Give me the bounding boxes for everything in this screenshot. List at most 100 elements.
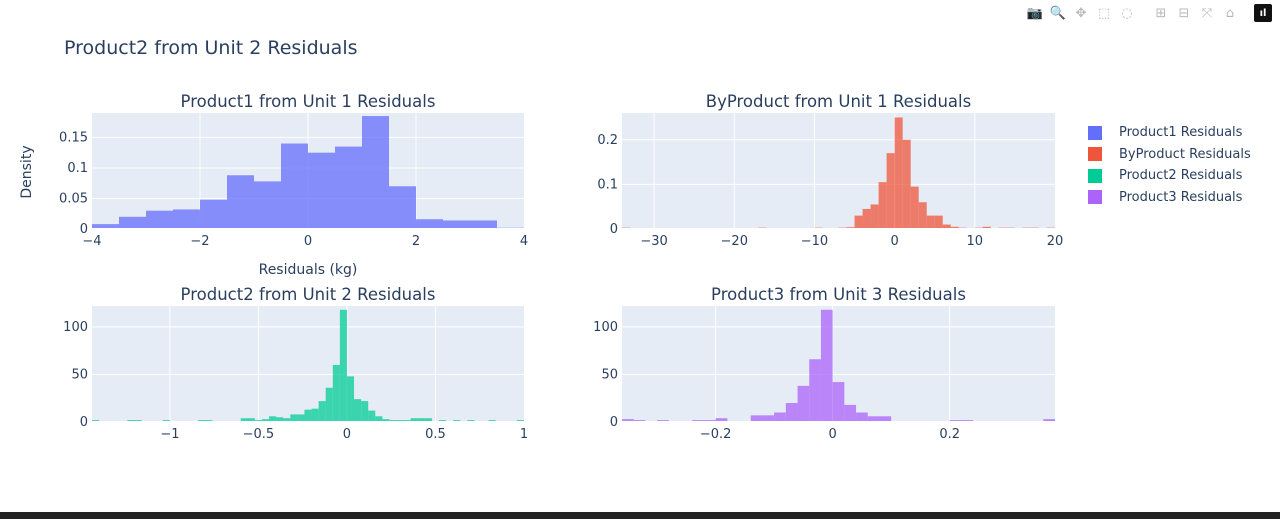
x-tick-label: −4 xyxy=(82,234,101,249)
histogram-bar[interactable] xyxy=(910,186,919,229)
reset-axes-button[interactable]: ⌂ xyxy=(1225,5,1235,21)
download-plot-button[interactable]: 📷 xyxy=(1026,5,1044,21)
histogram-bar[interactable] xyxy=(820,309,833,422)
box-select-button[interactable]: ⬚ xyxy=(1097,5,1111,21)
y-tick-label: 0.1 xyxy=(67,161,88,176)
histogram-bar[interactable] xyxy=(942,224,951,229)
histogram-bar[interactable] xyxy=(879,416,892,422)
histogram-bar[interactable] xyxy=(119,216,146,229)
histogram-bar[interactable] xyxy=(283,418,291,422)
histogram-bar[interactable] xyxy=(886,153,895,229)
plot-area[interactable] xyxy=(92,306,524,422)
histogram-bar[interactable] xyxy=(870,204,879,229)
legend-item[interactable]: Product1 Residuals xyxy=(1088,122,1251,144)
zoom-out-button[interactable]: ⊟ xyxy=(1178,5,1190,21)
legend-swatch xyxy=(1088,125,1102,140)
histogram-bar[interactable] xyxy=(389,186,416,229)
byproduct-subplot-title: ByProduct from Unit 1 Residuals xyxy=(706,92,971,111)
histogram-bar[interactable] xyxy=(774,412,786,422)
histogram-bar[interactable] xyxy=(311,408,319,422)
zoom-in-button[interactable]: ⊞ xyxy=(1155,5,1167,21)
product3-subplot-title: Product3 from Unit 3 Residuals xyxy=(711,285,966,304)
legend-label: Product2 Residuals xyxy=(1119,168,1243,184)
histogram-bar[interactable] xyxy=(950,226,959,229)
histogram-bar[interactable] xyxy=(335,146,362,229)
histogram-bar[interactable] xyxy=(854,215,863,229)
histogram-bar[interactable] xyxy=(276,417,284,422)
histogram-bar[interactable] xyxy=(382,419,390,422)
histogram-bar[interactable] xyxy=(982,226,991,229)
histogram-bar[interactable] xyxy=(862,208,871,229)
histogram-bar[interactable] xyxy=(254,181,281,229)
legend-item[interactable]: Product3 Residuals xyxy=(1088,187,1251,209)
histogram-bar[interactable] xyxy=(785,402,798,422)
histogram-bar[interactable] xyxy=(934,215,943,229)
histogram-bar[interactable] xyxy=(417,418,425,422)
histogram-bar[interactable] xyxy=(227,175,254,229)
histogram-bar[interactable] xyxy=(878,182,887,229)
autoscale-button[interactable]: ⤧ xyxy=(1201,5,1213,21)
histogram-bar[interactable] xyxy=(354,399,362,422)
histogram-bar[interactable] xyxy=(240,418,255,422)
histogram-bar[interactable] xyxy=(902,139,911,229)
histogram-bar[interactable] xyxy=(362,116,389,229)
histogram-bar[interactable] xyxy=(715,418,728,422)
histogram-bar[interactable] xyxy=(368,410,376,422)
y-tick-label: 0 xyxy=(80,222,88,237)
histogram-bar[interactable] xyxy=(281,143,308,229)
histogram-bar[interactable] xyxy=(346,376,355,422)
histogram-bar[interactable] xyxy=(867,416,880,422)
x-tick-label: 0.5 xyxy=(425,427,446,442)
histogram-bar[interactable] xyxy=(269,416,277,422)
x-tick-label: 10 xyxy=(967,234,984,249)
histogram-bar[interactable] xyxy=(318,401,326,422)
histogram-bar[interactable] xyxy=(443,220,470,229)
histogram-bar[interactable] xyxy=(809,359,821,422)
histogram-bar[interactable] xyxy=(470,220,497,229)
histogram-bar[interactable] xyxy=(622,419,634,422)
histogram-bar[interactable] xyxy=(416,219,443,229)
histogram-bar[interactable] xyxy=(762,415,775,422)
histogram-bar[interactable] xyxy=(750,415,763,422)
page-title: Product2 from Unit 2 Residuals xyxy=(64,37,358,59)
x-tick-label: −10 xyxy=(801,234,828,249)
histogram-bar[interactable] xyxy=(173,209,200,229)
histogram-bar[interactable] xyxy=(339,309,347,422)
histogram-bar[interactable] xyxy=(261,419,270,422)
histogram-bar[interactable] xyxy=(844,404,857,422)
y-tick-label: 0 xyxy=(610,415,618,430)
histogram-bar[interactable] xyxy=(92,224,119,229)
legend-item[interactable]: ByProduct Residuals xyxy=(1088,144,1251,166)
histogram-bar[interactable] xyxy=(375,416,383,422)
histogram-bar[interactable] xyxy=(325,387,333,422)
x-tick-label: 0 xyxy=(890,234,898,249)
histogram-bar[interactable] xyxy=(361,401,369,422)
pan-button[interactable]: ✥ xyxy=(1075,5,1087,21)
zoom-button[interactable]: 🔍 xyxy=(1049,5,1067,21)
histogram-bar[interactable] xyxy=(1043,419,1055,422)
plotly-logo-icon[interactable]: ıl xyxy=(1254,4,1272,22)
lasso-select-button[interactable]: ◌ xyxy=(1121,5,1133,21)
histogram-bar[interactable] xyxy=(797,385,810,422)
plot-area[interactable] xyxy=(622,113,1055,229)
histogram-bar[interactable] xyxy=(297,414,305,422)
histogram-bar[interactable] xyxy=(894,117,903,229)
histogram-bar[interactable] xyxy=(200,199,227,229)
histogram-bar[interactable] xyxy=(308,152,335,229)
histogram-bar[interactable] xyxy=(410,418,418,422)
x-tick-label: −2 xyxy=(190,234,209,249)
y-tick-label: 0.2 xyxy=(597,133,618,148)
histogram-bar[interactable] xyxy=(856,412,868,422)
legend-label: Product3 Residuals xyxy=(1119,189,1243,205)
histogram-bar[interactable] xyxy=(304,409,312,422)
histogram-bar[interactable] xyxy=(424,418,432,422)
y-tick-label: 50 xyxy=(71,367,88,382)
histogram-bar[interactable] xyxy=(290,414,298,422)
histogram-bar[interactable] xyxy=(332,364,340,422)
histogram-bar[interactable] xyxy=(926,215,935,229)
histogram-bar[interactable] xyxy=(918,202,927,229)
histogram-bar[interactable] xyxy=(146,210,173,229)
legend-item[interactable]: Product2 Residuals xyxy=(1088,165,1251,187)
subplot-3: 0 50 100 −1 −0.5 0 0.5 1 Product2 from Unit 2 Re… xyxy=(63,285,528,442)
histogram-bar[interactable] xyxy=(832,382,845,422)
